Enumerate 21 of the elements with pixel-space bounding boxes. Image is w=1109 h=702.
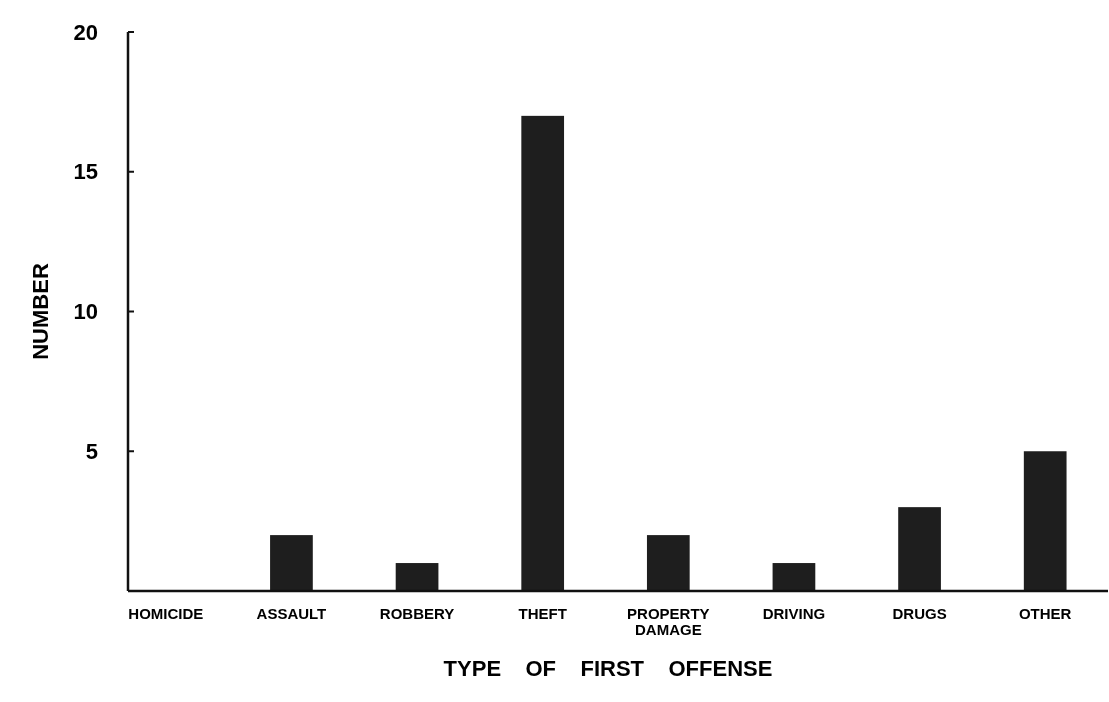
x-tick-label: DRIVING	[762, 605, 826, 622]
y-tick-label: 20	[73, 19, 98, 45]
y-tick-label: 15	[73, 159, 98, 185]
bar	[521, 115, 565, 591]
bar	[270, 535, 313, 591]
bar	[772, 563, 816, 591]
x-axis-title: TYPE OF FIRST OFFENSE	[443, 656, 773, 681]
x-tick-label: PROPERTY DAMAGE	[627, 605, 710, 638]
y-tick-label: 10	[73, 299, 98, 325]
x-tick-label: DRUGS	[892, 605, 947, 622]
x-tick-label: HOMICIDE	[128, 605, 204, 622]
x-tick-label: ASSAULT	[256, 605, 327, 622]
x-tick-label: ROBBERY	[379, 605, 455, 622]
x-tick-label: THEFT	[518, 605, 567, 622]
x-tick-label: OTHER	[1018, 605, 1072, 622]
bar	[898, 507, 941, 591]
bar	[646, 535, 690, 591]
bar	[1023, 451, 1067, 591]
y-tick-label: 5	[85, 438, 98, 464]
y-axis-title: NUMBER	[28, 263, 53, 360]
bar	[395, 563, 439, 591]
